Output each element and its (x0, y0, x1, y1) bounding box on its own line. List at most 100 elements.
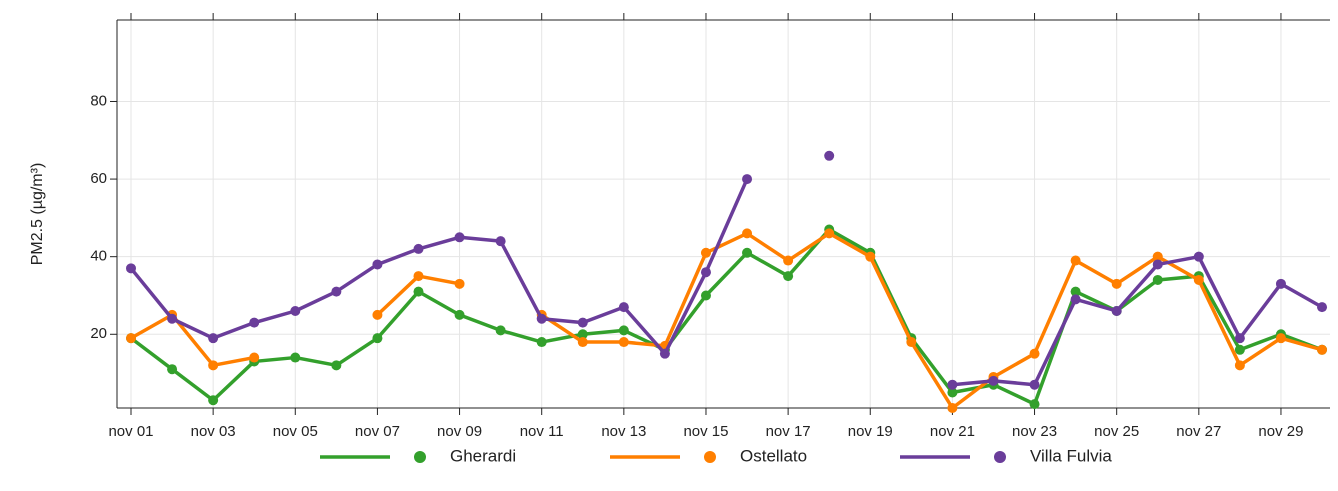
legend-marker (414, 451, 426, 463)
data-point (742, 247, 753, 258)
data-point (618, 337, 629, 348)
data-point (167, 364, 178, 375)
data-point (454, 232, 465, 243)
data-point (1234, 344, 1245, 355)
data-point (1070, 294, 1081, 305)
plot-area: 20 40 60 80 nov 01 nov 03 nov 05 nov 07 nov 09 no… (90, 13, 1330, 440)
data-point (372, 333, 383, 344)
x-tick-label: nov 13 (601, 423, 646, 440)
legend-label: Gherardi (450, 446, 516, 465)
y-tick-label: 20 (90, 325, 107, 342)
data-point (659, 348, 670, 359)
data-point (1029, 348, 1040, 359)
data-point (331, 286, 342, 297)
data-point (618, 325, 629, 336)
series-line (129, 178, 1323, 387)
data-point (536, 337, 547, 348)
y-axis-label: PM2.5 (µg/m³) (29, 163, 46, 266)
x-tick-label: nov 27 (1176, 423, 1221, 440)
x-tick-label: nov 09 (437, 423, 482, 440)
data-point (495, 325, 506, 336)
data-point (454, 309, 465, 320)
x-tick-label: nov 05 (273, 423, 318, 440)
data-point (1070, 255, 1081, 266)
legend-label: Ostellato (740, 446, 807, 465)
data-point (906, 337, 917, 348)
data-point (1317, 344, 1328, 355)
x-tick-label: nov 17 (766, 423, 811, 440)
data-point (331, 360, 342, 371)
y-tick-label: 60 (90, 170, 107, 187)
data-point (865, 251, 876, 262)
legend-marker (704, 451, 716, 463)
data-point (742, 174, 753, 185)
data-point (290, 306, 301, 316)
data-point (1111, 306, 1122, 316)
data-point (1234, 333, 1245, 344)
x-tick-label: nov 29 (1258, 423, 1303, 440)
data-point (824, 228, 835, 239)
data-point (577, 317, 588, 328)
data-point (1152, 259, 1163, 270)
series-line (129, 227, 1323, 406)
data-point (1234, 360, 1245, 371)
data-point (126, 333, 136, 344)
x-tick-label: nov 21 (930, 423, 975, 440)
data-point (1029, 379, 1040, 390)
data-point (577, 329, 588, 340)
data-point (947, 387, 958, 398)
data-point (495, 236, 506, 247)
data-point (413, 271, 424, 282)
data-point (249, 317, 260, 328)
data-point (1275, 278, 1286, 289)
data-point (824, 150, 835, 161)
data-point (1111, 278, 1122, 289)
x-tick-label: nov 15 (683, 423, 728, 440)
y-tick-label: 40 (90, 248, 107, 265)
data-point (618, 302, 629, 313)
data-point (413, 243, 424, 254)
x-tick-label: nov 07 (355, 423, 400, 440)
data-point (1070, 286, 1081, 297)
data-point (249, 352, 260, 363)
data-point (1029, 399, 1040, 410)
data-point (413, 286, 424, 297)
data-point (700, 290, 711, 301)
data-point (536, 313, 547, 324)
data-point (947, 379, 958, 390)
data-point (1152, 274, 1163, 285)
data-point (290, 352, 301, 363)
data-point (208, 360, 219, 371)
data-point (783, 271, 794, 282)
data-point (988, 375, 999, 386)
x-tick-label: nov 11 (520, 423, 564, 440)
legend-label: Villa Fulvia (1030, 446, 1112, 465)
data-point (1275, 333, 1286, 344)
data-point (372, 259, 383, 270)
data-point (372, 309, 383, 320)
x-tick-label: nov 19 (848, 423, 893, 440)
x-tick-label: nov 03 (191, 423, 236, 440)
data-point (947, 403, 958, 413)
legend: Gherardi Ostellato Villa Fulvia (320, 446, 1112, 465)
x-tick-label: nov 23 (1012, 423, 1057, 440)
data-point (126, 263, 136, 274)
data-point (742, 228, 753, 239)
data-point (700, 247, 711, 258)
series-line (130, 231, 1323, 410)
legend-marker (994, 451, 1006, 463)
data-point (783, 255, 794, 266)
data-point (1152, 251, 1163, 262)
data-point (454, 278, 465, 289)
x-tick-label: nov 25 (1094, 423, 1139, 440)
data-point (208, 395, 219, 406)
data-point (167, 313, 178, 324)
data-point (1317, 302, 1328, 313)
data-point (1193, 251, 1204, 262)
y-tick-label: 80 (90, 92, 107, 109)
data-point (700, 267, 711, 278)
x-tick-label: nov 01 (108, 423, 153, 440)
data-point (577, 337, 588, 348)
data-point (208, 333, 219, 344)
